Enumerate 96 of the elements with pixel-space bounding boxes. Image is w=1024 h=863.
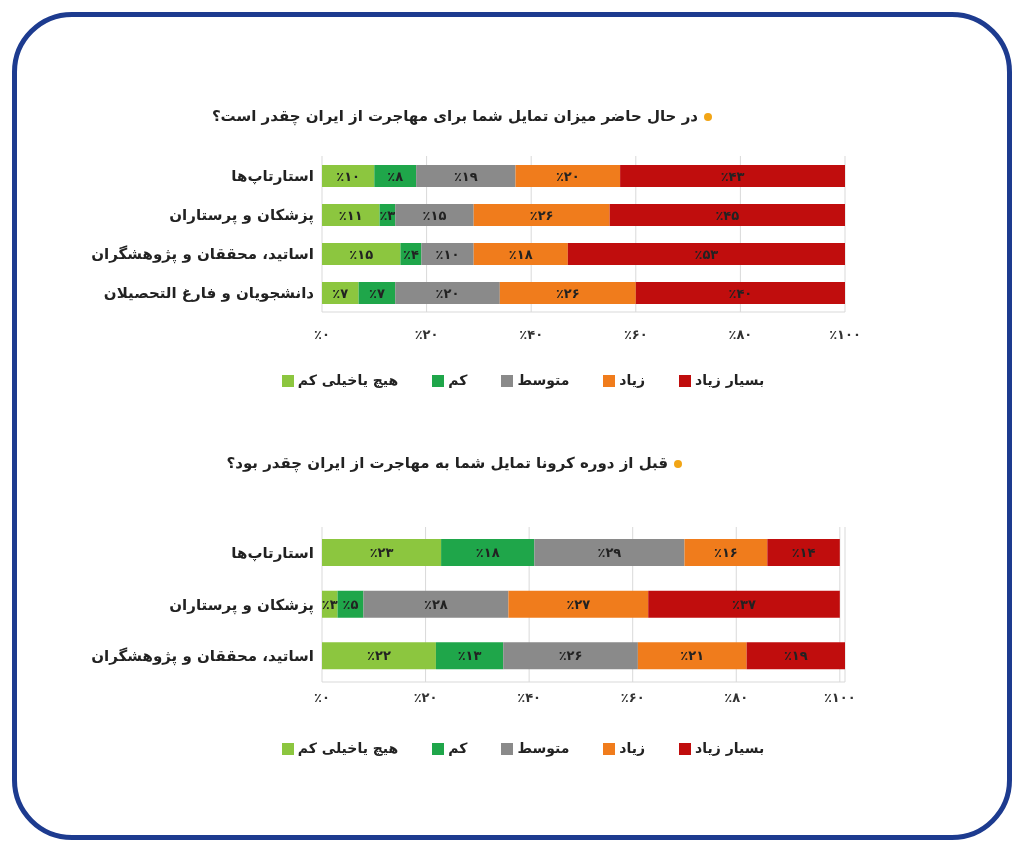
data-label: ٪۳: [321, 596, 338, 612]
data-label: ٪۱۱: [338, 207, 363, 223]
bar: [322, 642, 436, 670]
data-label: ٪۱۸: [475, 545, 500, 561]
bar: [435, 642, 504, 670]
x-tick-label: ٪۱۰۰: [823, 690, 856, 706]
bar: [374, 165, 417, 187]
bar: [567, 243, 845, 265]
data-label: ٪۲۲: [367, 648, 391, 664]
data-label: ٪۱۹: [783, 648, 808, 664]
data-label: ٪۲۳: [369, 545, 394, 561]
legend-label: کم: [448, 372, 468, 388]
legend-label: هیچ یاخیلی کم: [297, 740, 399, 756]
bar: [635, 282, 845, 304]
bar: [767, 539, 840, 566]
x-tick-label: ٪۲۰: [414, 327, 439, 343]
chart-title: در حال حاضر میزان تمایل شما برای مهاجرت از ایران چقدر است؟: [211, 107, 699, 125]
legend-label: کم: [448, 740, 468, 756]
x-tick-label: ٪۲۰: [413, 690, 438, 706]
y-tick-label: استارتاپ‌ها: [231, 544, 314, 563]
legend-label: زیاد: [619, 740, 646, 756]
y-tick-label: دانشجویان و فارغ التحصیلان: [103, 283, 315, 302]
data-label: ٪۱۵: [349, 246, 374, 262]
bar: [322, 539, 442, 566]
bar: [416, 165, 516, 187]
data-label: ٪۲۸: [424, 596, 448, 612]
data-label: ٪۱۴: [791, 545, 816, 561]
x-tick-label: ٪۶۰: [620, 690, 645, 706]
bar: [395, 204, 474, 226]
x-tick-label: ٪۶۰: [623, 327, 648, 343]
bar: [609, 204, 845, 226]
data-label: ٪۱۶: [713, 545, 738, 561]
data-label: ٪۷: [332, 285, 349, 301]
bar: [322, 165, 375, 187]
y-tick-label: اساتید، محققان و پژوهشگران: [91, 244, 314, 264]
y-tick-label: اساتید، محققان و پژوهشگران: [91, 647, 314, 667]
legend-label: متوسط: [517, 740, 570, 756]
bar: [684, 539, 768, 566]
x-tick-label: ٪۱۰۰: [829, 327, 861, 343]
bar: [363, 590, 509, 618]
chart-title: قبل از دوره کرونا تمایل شما به مهاجرت از ایران چقدر بود؟: [226, 454, 669, 472]
data-label: ٪۴۰: [728, 285, 753, 301]
legend-label: زیاد: [619, 372, 646, 388]
data-label: ٪۱۸: [508, 246, 533, 262]
data-label: ٪۳۷: [732, 596, 756, 612]
y-tick-label: پزشکان و پرستاران: [169, 205, 314, 225]
data-label: ٪۲۹: [597, 545, 622, 561]
x-tick-label: ٪۰: [314, 690, 330, 706]
bar: [421, 243, 474, 265]
data-label: ٪۴۳: [720, 168, 745, 184]
bar: [322, 282, 359, 304]
data-label: ٪۱۹: [453, 168, 478, 184]
data-label: ٪۲۷: [566, 596, 591, 612]
y-tick-label: استارتاپ‌ها: [231, 166, 314, 185]
legend-label: بسیار زیاد: [695, 740, 765, 756]
data-label: ٪۳: [379, 207, 396, 223]
legend-label: متوسط: [517, 372, 570, 388]
data-label: ٪۱۳: [457, 648, 482, 664]
data-label: ٪۲۰: [435, 285, 460, 301]
bar: [746, 642, 845, 670]
bar: [499, 282, 636, 304]
data-label: ٪۲۶: [529, 207, 554, 223]
data-label: ٪۷: [368, 285, 385, 301]
bar: [473, 204, 610, 226]
data-label: ٪۲۱: [680, 648, 705, 664]
bar: [395, 282, 500, 304]
y-tick-label: پزشکان و پرستاران: [169, 595, 314, 615]
data-label: ٪۸: [387, 168, 404, 184]
bar: [637, 642, 747, 670]
data-label: ٪۲۶: [555, 285, 580, 301]
bar: [534, 539, 685, 566]
data-label: ٪۲۶: [558, 648, 583, 664]
data-label: ٪۵: [342, 596, 359, 612]
x-tick-label: ٪۸۰: [724, 690, 749, 706]
data-label: ٪۱۰: [435, 246, 460, 262]
x-tick-label: ٪۴۰: [519, 327, 544, 343]
bar: [515, 165, 621, 187]
data-label: ٪۴۵: [715, 207, 740, 223]
data-label: ٪۴: [402, 246, 419, 262]
legend-label: بسیار زیاد: [695, 372, 765, 388]
bar: [508, 590, 649, 618]
x-tick-label: ٪۰: [314, 327, 330, 343]
x-tick-label: ٪۴۰: [517, 690, 542, 706]
data-label: ٪۲۰: [555, 168, 580, 184]
bar: [648, 590, 840, 618]
data-label: ٪۱۰: [336, 168, 361, 184]
data-label: ٪۱۵: [422, 207, 447, 223]
bar: [441, 539, 535, 566]
data-label: ٪۵۳: [694, 246, 719, 262]
bar: [620, 165, 845, 187]
bar: [473, 243, 568, 265]
legend-label: هیچ یاخیلی کم: [297, 372, 399, 388]
bar: [503, 642, 638, 670]
x-tick-label: ٪۸۰: [728, 327, 753, 343]
bar: [322, 243, 401, 265]
bar: [322, 204, 380, 226]
